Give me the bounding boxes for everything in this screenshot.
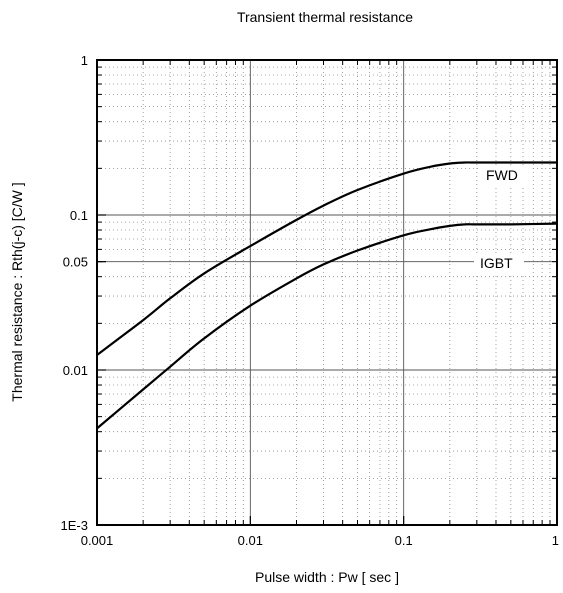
series-labels: FWD IGBT	[474, 165, 530, 273]
y-axis-label: Thermal resistance : Rth(j-c) [C/W ]	[9, 182, 25, 401]
x-tick-label: 0.01	[238, 533, 263, 548]
x-axis-ticks: 0.001 0.01 0.1 1	[81, 60, 559, 548]
x-tick-label: 1	[552, 533, 559, 548]
x-axis-label: Pulse width : Pw [ sec ]	[255, 569, 399, 585]
series-label-fwd: FWD	[486, 167, 518, 183]
y-tick-label: 1	[81, 53, 88, 68]
series-label-background	[480, 165, 530, 185]
y-tick-label: 1E-3	[61, 518, 88, 533]
series-line-igbt	[96, 222, 558, 430]
y-axis-ticks: 1E-3 0.01 0.05 0.1 1	[61, 53, 557, 533]
series-lines	[96, 161, 558, 430]
y-tick-label: 0.01	[63, 363, 88, 378]
x-tick-label: 0.001	[81, 533, 114, 548]
y-tick-label: 0.1	[70, 208, 88, 223]
series-line-fwd	[96, 161, 557, 356]
x-tick-label: 0.1	[395, 533, 413, 548]
series-label-background	[474, 253, 524, 273]
series-label-igbt: IGBT	[480, 255, 513, 271]
major-grid	[97, 60, 557, 525]
y-tick-label: 0.05	[63, 255, 88, 270]
minor-grid	[97, 60, 557, 525]
chart-title: Transient thermal resistance	[237, 9, 413, 25]
plot-frame	[96, 59, 558, 526]
